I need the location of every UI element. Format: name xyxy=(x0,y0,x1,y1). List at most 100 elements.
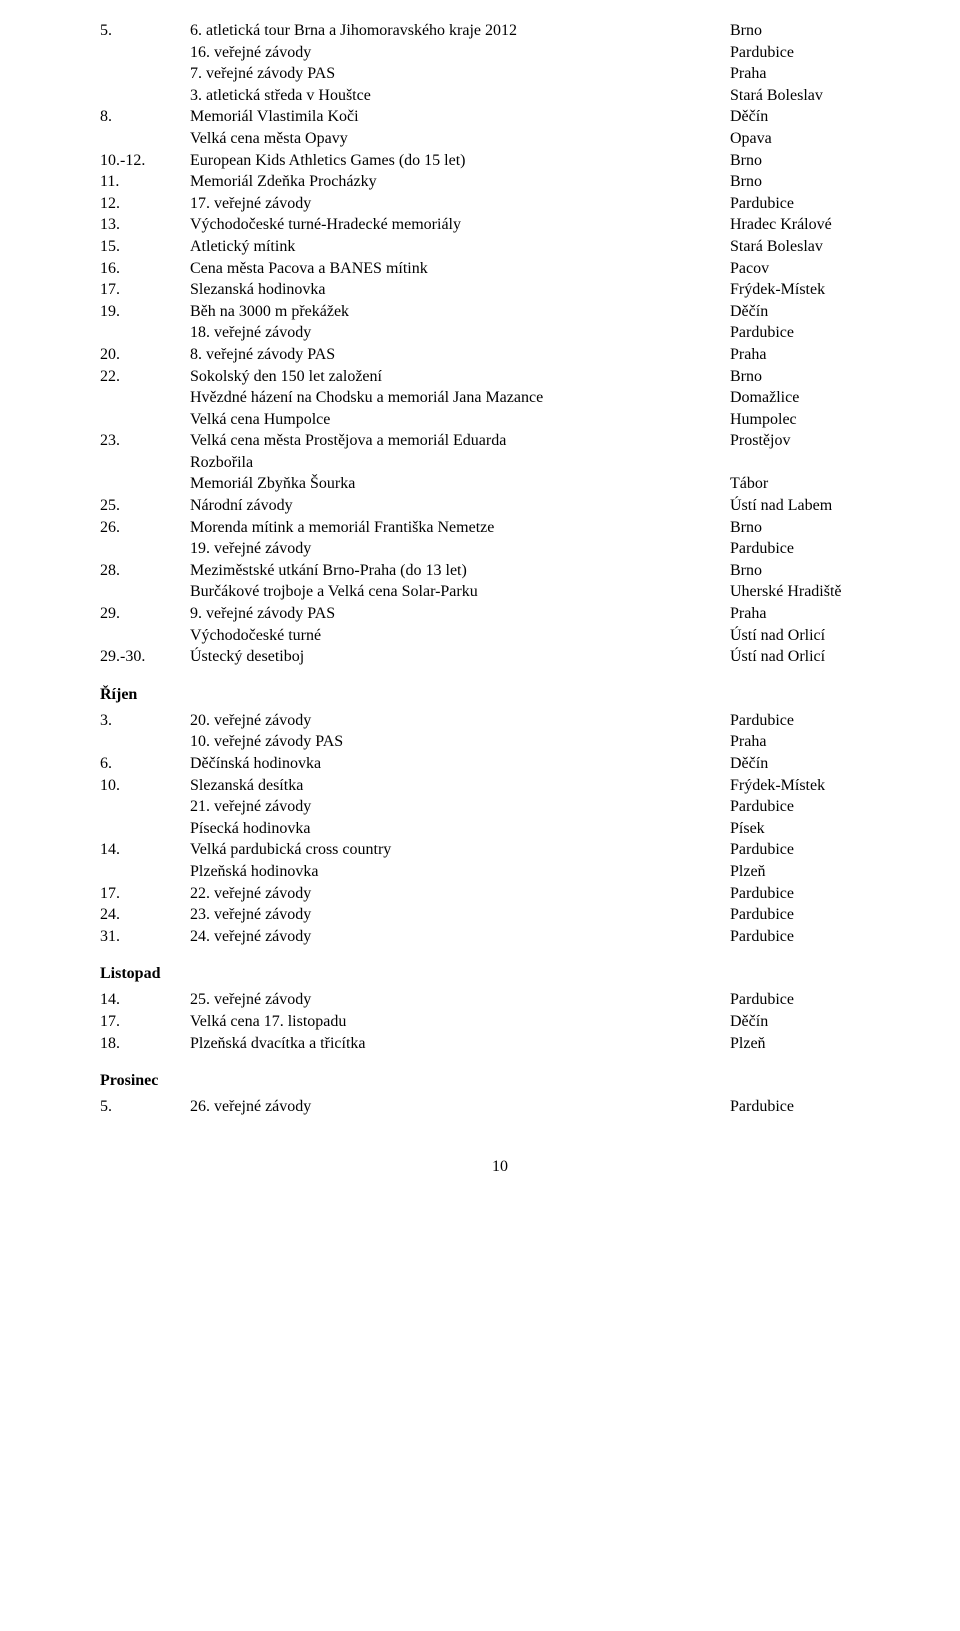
date-cell xyxy=(100,409,190,431)
date-cell: 14. xyxy=(100,989,190,1011)
location-cell: Pacov xyxy=(730,258,900,280)
date-cell: 16. xyxy=(100,258,190,280)
date-cell xyxy=(100,85,190,107)
schedule-row: 10.-12.European Kids Athletics Games (do… xyxy=(100,150,900,172)
location-cell: Ústí nad Labem xyxy=(730,495,900,517)
schedule-row: Rozbořila xyxy=(100,452,900,474)
date-cell: 12. xyxy=(100,193,190,215)
date-cell xyxy=(100,63,190,85)
event-cell: Memoriál Vlastimila Koči xyxy=(190,106,730,128)
schedule-row: 19.Běh na 3000 m překážekDěčín xyxy=(100,301,900,323)
event-cell: European Kids Athletics Games (do 15 let… xyxy=(190,150,730,172)
date-cell: 14. xyxy=(100,839,190,861)
date-cell: 18. xyxy=(100,1033,190,1055)
location-cell: Brno xyxy=(730,366,900,388)
date-cell: 10. xyxy=(100,775,190,797)
event-cell: Národní závody xyxy=(190,495,730,517)
location-cell: Stará Boleslav xyxy=(730,236,900,258)
event-cell: Cena města Pacova a BANES mítink xyxy=(190,258,730,280)
date-cell: 11. xyxy=(100,171,190,193)
event-cell: Ústecký desetiboj xyxy=(190,646,730,668)
schedule-row: Memoriál Zbyňka ŠourkaTábor xyxy=(100,473,900,495)
date-cell: 6. xyxy=(100,753,190,775)
event-cell: 8. veřejné závody PAS xyxy=(190,344,730,366)
event-cell: Východočeské turné xyxy=(190,625,730,647)
schedule-row: 16. veřejné závodyPardubice xyxy=(100,42,900,64)
event-cell: Slezanská hodinovka xyxy=(190,279,730,301)
date-cell: 5. xyxy=(100,1096,190,1118)
schedule-row: 7. veřejné závody PASPraha xyxy=(100,63,900,85)
event-cell: 23. veřejné závody xyxy=(190,904,730,926)
schedule-row: 16.Cena města Pacova a BANES mítinkPacov xyxy=(100,258,900,280)
schedule-first-block: 5.6. atletická tour Brna a Jihomoravskéh… xyxy=(100,20,900,668)
location-cell: Ústí nad Orlicí xyxy=(730,646,900,668)
date-cell: 5. xyxy=(100,20,190,42)
event-cell: Atletický mítink xyxy=(190,236,730,258)
event-cell: Meziměstské utkání Brno-Praha (do 13 let… xyxy=(190,560,730,582)
schedule-row: 29.-30.Ústecký desetibojÚstí nad Orlicí xyxy=(100,646,900,668)
schedule-row: 8.Memoriál Vlastimila KočiDěčín xyxy=(100,106,900,128)
schedule-row: 22.Sokolský den 150 let založeníBrno xyxy=(100,366,900,388)
location-cell: Plzeň xyxy=(730,861,900,883)
event-cell: 7. veřejné závody PAS xyxy=(190,63,730,85)
event-cell: Velká pardubická cross country xyxy=(190,839,730,861)
location-cell: Pardubice xyxy=(730,989,900,1011)
schedule-row: 17.Slezanská hodinovkaFrýdek-Místek xyxy=(100,279,900,301)
location-cell: Pardubice xyxy=(730,710,900,732)
location-cell: Děčín xyxy=(730,753,900,775)
date-cell: 26. xyxy=(100,517,190,539)
schedule-row: 3. atletická středa v HouštceStará Boles… xyxy=(100,85,900,107)
event-cell: 16. veřejné závody xyxy=(190,42,730,64)
schedule-row: 28.Meziměstské utkání Brno-Praha (do 13 … xyxy=(100,560,900,582)
location-cell: Plzeň xyxy=(730,1033,900,1055)
location-cell: Děčín xyxy=(730,301,900,323)
month-heading: Prosinec xyxy=(100,1072,900,1090)
location-cell: Pardubice xyxy=(730,839,900,861)
schedule-row: 17.22. veřejné závodyPardubice xyxy=(100,883,900,905)
date-cell xyxy=(100,128,190,150)
event-cell: 19. veřejné závody xyxy=(190,538,730,560)
date-cell: 23. xyxy=(100,430,190,452)
date-cell: 28. xyxy=(100,560,190,582)
event-cell: Hvězdné házení na Chodsku a memoriál Jan… xyxy=(190,387,730,409)
location-cell: Brno xyxy=(730,560,900,582)
schedule-row: 21. veřejné závodyPardubice xyxy=(100,796,900,818)
event-cell: Burčákové trojboje a Velká cena Solar-Pa… xyxy=(190,581,730,603)
location-cell: Děčín xyxy=(730,1011,900,1033)
schedule-row: 29.9. veřejné závody PASPraha xyxy=(100,603,900,625)
schedule-row: 13.Východočeské turné-Hradecké memoriály… xyxy=(100,214,900,236)
date-cell: 15. xyxy=(100,236,190,258)
location-cell: Opava xyxy=(730,128,900,150)
location-cell: Děčín xyxy=(730,106,900,128)
location-cell: Praha xyxy=(730,344,900,366)
date-cell: 17. xyxy=(100,279,190,301)
location-cell: Pardubice xyxy=(730,926,900,948)
date-cell xyxy=(100,538,190,560)
event-cell: Slezanská desítka xyxy=(190,775,730,797)
date-cell xyxy=(100,796,190,818)
event-cell: Morenda mítink a memoriál Františka Neme… xyxy=(190,517,730,539)
schedule-row: Plzeňská hodinovkaPlzeň xyxy=(100,861,900,883)
schedule-row: 24.23. veřejné závodyPardubice xyxy=(100,904,900,926)
location-cell xyxy=(730,452,900,474)
schedule-row: 18.Plzeňská dvacítka a třicítkaPlzeň xyxy=(100,1033,900,1055)
schedule-row: 31.24. veřejné závodyPardubice xyxy=(100,926,900,948)
location-cell: Hradec Králové xyxy=(730,214,900,236)
location-cell: Frýdek-Místek xyxy=(730,279,900,301)
date-cell xyxy=(100,42,190,64)
location-cell: Praha xyxy=(730,63,900,85)
schedule-row: Písecká hodinovkaPísek xyxy=(100,818,900,840)
event-cell: Děčínská hodinovka xyxy=(190,753,730,775)
location-cell: Praha xyxy=(730,731,900,753)
month-heading: Říjen xyxy=(100,686,900,704)
schedule-row: Východočeské turnéÚstí nad Orlicí xyxy=(100,625,900,647)
schedule-row: 11.Memoriál Zdeňka ProcházkyBrno xyxy=(100,171,900,193)
schedule-row: 20.8. veřejné závody PASPraha xyxy=(100,344,900,366)
location-cell: Brno xyxy=(730,20,900,42)
location-cell: Písek xyxy=(730,818,900,840)
location-cell: Pardubice xyxy=(730,883,900,905)
event-cell: Memoriál Zdeňka Procházky xyxy=(190,171,730,193)
location-cell: Stará Boleslav xyxy=(730,85,900,107)
location-cell: Praha xyxy=(730,603,900,625)
date-cell: 17. xyxy=(100,883,190,905)
